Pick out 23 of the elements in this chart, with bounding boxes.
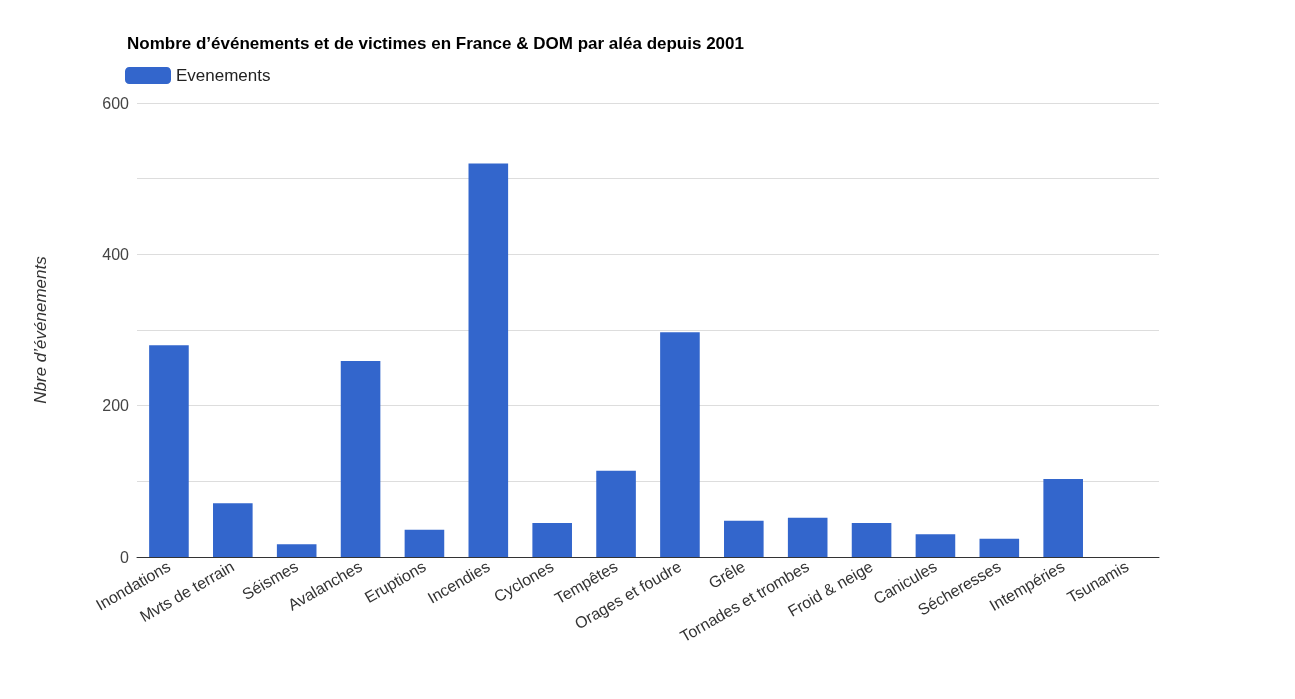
bar (851, 522, 892, 557)
bar (468, 163, 509, 557)
bar (915, 534, 956, 557)
x-tick-label: Grêle (705, 557, 749, 592)
bar (340, 361, 381, 557)
bar (787, 517, 828, 557)
bar (213, 503, 253, 557)
bar (276, 544, 317, 557)
bar (724, 520, 764, 557)
y-tick-label: 200 (102, 397, 130, 415)
y-axis-title: Nbre d’événements (31, 255, 50, 404)
legend-label: Evenements (176, 66, 271, 85)
bar (596, 470, 636, 557)
y-tick-label: 0 (120, 548, 130, 566)
bar (979, 538, 1020, 557)
chart-title: Nombre d’événements et de victimes en France & DOM par aléa depuis 2001 (127, 34, 744, 53)
y-tick-label: 600 (102, 94, 130, 112)
bar (532, 522, 572, 557)
bar (1043, 479, 1083, 557)
bar (404, 529, 445, 557)
bar (149, 345, 189, 557)
bar (660, 332, 700, 557)
y-tick-label: 400 (102, 245, 130, 263)
